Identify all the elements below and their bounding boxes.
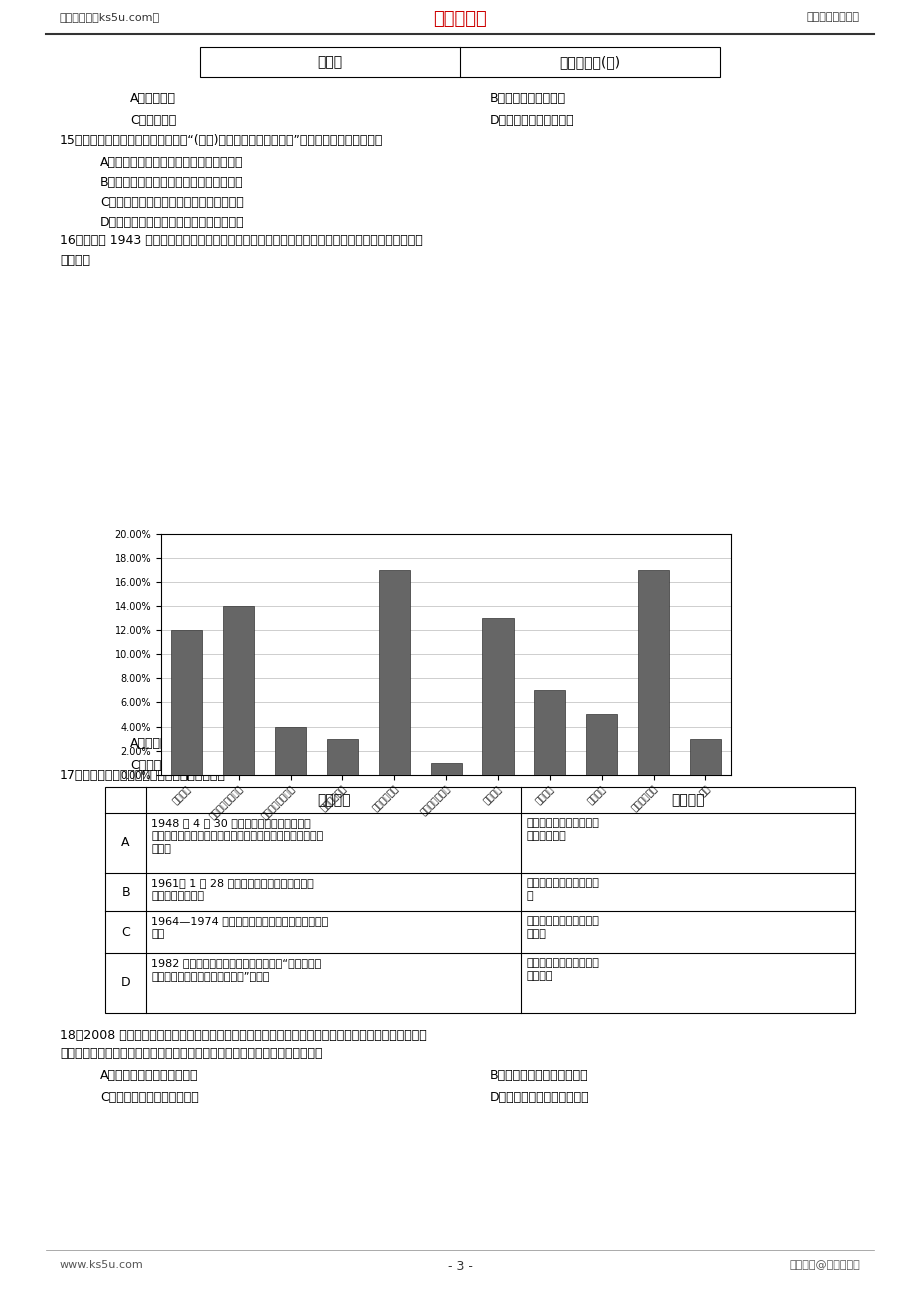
Text: 社会主义民主政治遶到彻: 社会主义民主政治遶到彻 — [526, 917, 598, 926]
Bar — [105, 786, 854, 1013]
Text: B．从统一广东到北伐: B．从统一广东到北伐 — [490, 92, 565, 105]
Bar — [379, 570, 410, 775]
Text: 二十六: 二十六 — [317, 55, 342, 69]
Bar — [689, 738, 720, 775]
Bar — [171, 630, 202, 775]
Text: 政党制度: 政党制度 — [526, 971, 552, 980]
Text: 决策，村民会议负责最高决策，村委会是一个执行机构。这一机制的出现反映了: 决策，村民会议负责最高决策，村委会是一个执行机构。这一机制的出现反映了 — [60, 1047, 323, 1060]
Bar — [585, 715, 617, 775]
Text: C: C — [121, 926, 130, 939]
Text: 18．2008 年，四川成都规定在农村建立村民会议、村民议事会、村民委员会。其中村民议事会负责日常: 18．2008 年，四川成都规定在农村建立村民会议、村民议事会、村民委员会。其中… — [60, 1029, 426, 1042]
Text: B．标志着抗日民族统一战线建立: B．标志着抗日民族统一战线建立 — [490, 737, 603, 750]
Bar — [482, 618, 513, 775]
Text: 1964—1974 年十年间，我国未召开全国人民代表: 1964—1974 年十年间，我国未召开全国人民代表 — [151, 917, 328, 926]
Text: 版权所有: 版权所有 — [579, 555, 680, 629]
Text: 史　　实: 史 实 — [317, 793, 350, 807]
Text: 大会: 大会 — [151, 930, 165, 939]
Bar — [430, 763, 461, 775]
Text: 17．下表中，史实与结论之间逻辑关系合理的是: 17．下表中，史实与结论之间逻辑关系合理的是 — [60, 769, 226, 783]
Bar — [199, 47, 720, 77]
Bar — [638, 570, 668, 775]
Text: D．抗战胜利和双十公告: D．抗战胜利和双十公告 — [490, 115, 574, 128]
Bar — [275, 727, 306, 775]
Bar — [534, 690, 565, 775]
Text: 您身边的高考专家: 您身边的高考专家 — [806, 12, 859, 22]
Text: A: A — [121, 836, 130, 849]
Text: 合执政的序幕: 合执政的序幕 — [526, 831, 565, 841]
Text: 法两国建交的公报: 法两国建交的公报 — [151, 891, 204, 901]
Text: B．依法治国方略已落到实处: B．依法治国方略已落到实处 — [490, 1069, 588, 1082]
Text: C．中国拍摄抗战题材的电影《南京南京》: C．中国拍摄抗战题材的电影《南京南京》 — [100, 197, 244, 210]
Text: 1982 年，中国共产党确立了与民主党派“长期共存，: 1982 年，中国共产党确立了与民主党派“长期共存， — [151, 958, 321, 967]
Text: C．长征路上: C．长征路上 — [130, 115, 176, 128]
Text: B: B — [121, 885, 130, 898]
Bar — [223, 605, 254, 775]
Text: www.ks5u.com: www.ks5u.com — [60, 1260, 143, 1269]
Text: D．增强了反抗国民党政府的力量: D．增强了反抗国民党政府的力量 — [490, 759, 604, 772]
Text: 16．下图为 1943 年阜平县城南庄晋察冀边区第一届参议会与会代表比例示意图。当时参会代表的这种: 16．下图为 1943 年阜平县城南庄晋察冀边区第一届参议会与会代表比例示意图。… — [60, 234, 423, 247]
Text: 进一步完善了我国的新型: 进一步完善了我国的新型 — [526, 958, 598, 967]
Text: D: D — [120, 976, 130, 990]
Text: 1948 年 4 月 30 日，中共中央发布纪念五一: 1948 年 4 月 30 日，中共中央发布纪念五一 — [151, 818, 311, 828]
Text: 高考资源网: 高考资源网 — [433, 10, 486, 29]
Bar — [326, 738, 357, 775]
Text: 坚持在重庆(上): 坚持在重庆(上) — [559, 55, 620, 69]
Text: C．有利于民族战争的开展: C．有利于民族战争的开展 — [130, 759, 221, 772]
Text: A．画家李自健的巨幅油画《南京大屠杀》: A．画家李自健的巨幅油画《南京大屠杀》 — [100, 156, 244, 169]
Text: 底破坏: 底破坏 — [526, 930, 546, 939]
Text: B．日本报纸关于日军南京杀人竞赛的报道: B．日本报纸关于日军南京杀人竞赛的报道 — [100, 176, 244, 189]
Text: A．三权分立原则在农村确立: A．三权分立原则在农村确立 — [100, 1069, 199, 1082]
Text: 1961年 1 月 28 日，法国《世界报》刊登了中: 1961年 1 月 28 日，法国《世界报》刊登了中 — [151, 878, 313, 888]
Text: 版权所有@高考资源网: 版权所有@高考资源网 — [789, 1260, 859, 1269]
Text: 15．为驳斜日本《产经新闻》上关于“(南京)大屠杀是蒋介石的虚构”的观点，最有力的证据是: 15．为驳斜日本《产经新闻》上关于“(南京)大屠杀是蒋介石的虚构”的观点，最有力… — [60, 134, 383, 147]
Text: 烈响应: 烈响应 — [151, 844, 171, 854]
Text: 比例结构: 比例结构 — [60, 254, 90, 267]
Text: 互相监督，肝胆相照，荣辱与共”的方针: 互相监督，肝胆相照，荣辱与共”的方针 — [151, 971, 269, 980]
Text: A．五四义暴: A．五四义暴 — [130, 92, 176, 105]
Text: 中国打破了长期的外交僵: 中国打破了长期的外交僵 — [526, 878, 598, 888]
Text: A．推动了国民革命的进行: A．推动了国民革命的进行 — [130, 737, 221, 750]
Text: D．中国设立南京大屠杀死难者国家公祭日: D．中国设立南京大屠杀死难者国家公祭日 — [100, 216, 244, 229]
Text: 高考资源网（ks5u.com）: 高考资源网（ks5u.com） — [60, 12, 160, 22]
Text: D．我国基层民主政治的发展: D．我国基层民主政治的发展 — [490, 1091, 589, 1104]
Text: 揭开了筹建新中国多党联: 揭开了筹建新中国多党联 — [526, 818, 598, 828]
Text: 国际劳动节的口号，得到了民主党派、无党派民主人士的热: 国际劳动节的口号，得到了民主党派、无党派民主人士的热 — [151, 831, 323, 841]
Text: 结　　论: 结 论 — [671, 793, 704, 807]
Text: - 3 -: - 3 - — [447, 1260, 472, 1273]
Text: C．人民代表大会深入村一级: C．人民代表大会深入村一级 — [100, 1091, 199, 1104]
Text: 局: 局 — [526, 891, 532, 901]
